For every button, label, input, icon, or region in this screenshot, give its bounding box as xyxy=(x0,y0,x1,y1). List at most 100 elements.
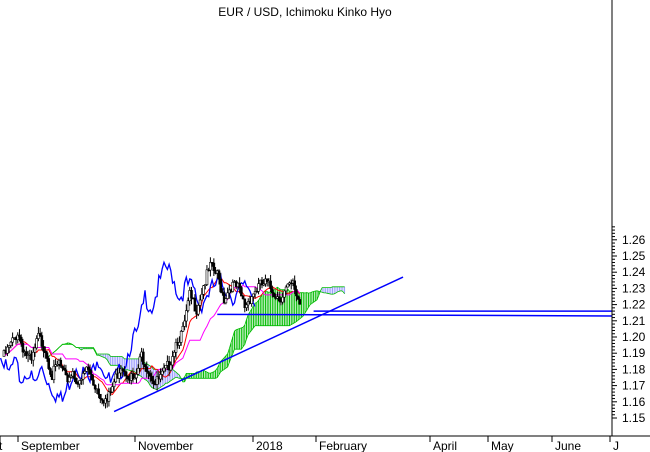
candle-body xyxy=(296,295,300,300)
candle-body xyxy=(81,373,85,380)
candle-body xyxy=(83,371,87,374)
candle-body xyxy=(142,351,145,365)
candle-body xyxy=(56,364,59,366)
candle-body xyxy=(78,380,81,385)
x-tick-label: February xyxy=(319,439,367,452)
candle-body xyxy=(9,341,13,346)
candle-body xyxy=(203,284,207,287)
trendlines xyxy=(113,276,613,413)
candle-body xyxy=(221,291,224,294)
candle-body xyxy=(49,368,52,375)
candle-body xyxy=(19,336,23,344)
x-tick-label: t xyxy=(0,439,3,452)
candle-body xyxy=(231,281,235,292)
candle-body xyxy=(124,371,128,377)
candle-body xyxy=(160,370,164,375)
candle-body xyxy=(86,366,90,370)
x-tick-label: J xyxy=(613,439,619,452)
y-tick-label: 1.21 xyxy=(622,314,646,328)
candle-body xyxy=(171,356,174,366)
y-tick-label: 1.20 xyxy=(622,330,646,344)
candle-body xyxy=(181,326,185,332)
candle-body xyxy=(69,375,73,378)
candle-body xyxy=(226,292,229,299)
candle-body xyxy=(42,346,45,352)
candle-body xyxy=(117,372,121,379)
candle-body xyxy=(193,297,197,312)
candle-body xyxy=(45,352,49,359)
candle-body xyxy=(147,371,150,374)
y-tick-label: 1.24 xyxy=(622,265,646,279)
x-axis: t September November 2018 February April May Ju… xyxy=(0,435,650,452)
candle-body xyxy=(197,305,200,315)
candle-body xyxy=(255,290,259,293)
candle-body xyxy=(241,295,245,300)
y-axis: 1.15 1.16 1.17 1.18 1.19 1.20 1.21 1.22 1.23 1.24… xyxy=(611,0,646,436)
candle-body xyxy=(126,375,130,380)
candle-body xyxy=(11,337,14,343)
candle-body xyxy=(198,299,202,306)
candle-body xyxy=(293,280,296,290)
chikou-line xyxy=(0,260,256,404)
candle-body xyxy=(224,298,228,304)
candle-body xyxy=(243,298,247,308)
y-tick-label: 1.25 xyxy=(622,249,646,263)
candle-body xyxy=(185,310,188,322)
candle-body xyxy=(74,377,78,384)
candle-body xyxy=(240,287,243,297)
candle-body xyxy=(131,373,135,380)
candle-body xyxy=(205,269,209,285)
candle-body xyxy=(174,341,178,353)
candle-body xyxy=(190,290,193,299)
candle-body xyxy=(64,369,68,376)
candle-body xyxy=(183,320,186,327)
candle-body xyxy=(35,338,38,349)
candle-body xyxy=(31,351,35,361)
candle-body xyxy=(169,364,173,371)
candle-body xyxy=(272,292,276,298)
candle-body xyxy=(135,373,138,379)
candle-body xyxy=(73,371,76,379)
candle-body xyxy=(107,391,111,402)
candle-body xyxy=(6,346,9,354)
senkou-span-b xyxy=(48,286,345,383)
y-tick-label: 1.23 xyxy=(622,281,646,295)
candle-body xyxy=(18,334,21,338)
x-tick-label: May xyxy=(491,439,514,452)
candle-body xyxy=(162,367,166,372)
candle-body xyxy=(265,278,269,283)
candle-body xyxy=(59,359,63,367)
candle-body xyxy=(281,296,284,303)
candle-body xyxy=(172,351,176,357)
candle-body xyxy=(52,365,56,380)
candle-body xyxy=(40,335,44,347)
candle-body xyxy=(202,285,205,295)
candle-body xyxy=(148,373,152,377)
candle-body xyxy=(97,388,100,395)
candlesticks xyxy=(2,257,302,409)
candle-body xyxy=(92,379,95,386)
candle-body xyxy=(38,333,42,336)
candle-body xyxy=(253,290,257,295)
candle-body xyxy=(222,292,226,304)
candle-body xyxy=(257,283,260,292)
candle-body xyxy=(21,342,25,353)
candle-body xyxy=(25,351,28,356)
candle-body xyxy=(260,279,264,286)
candle-body xyxy=(33,347,37,353)
candle-body xyxy=(88,369,92,375)
candle-body xyxy=(200,293,204,301)
candle-body xyxy=(100,398,104,401)
candle-body xyxy=(143,364,147,368)
candle-body xyxy=(133,377,137,380)
candle-body xyxy=(47,358,51,369)
candle-body xyxy=(262,283,266,286)
candle-body xyxy=(179,331,183,343)
candle-body xyxy=(111,386,114,393)
candle-body xyxy=(123,370,126,373)
y-tick-label: 1.26 xyxy=(622,233,646,247)
x-tick-label: November xyxy=(138,439,193,452)
candle-body xyxy=(286,283,290,288)
candle-body xyxy=(209,262,212,271)
